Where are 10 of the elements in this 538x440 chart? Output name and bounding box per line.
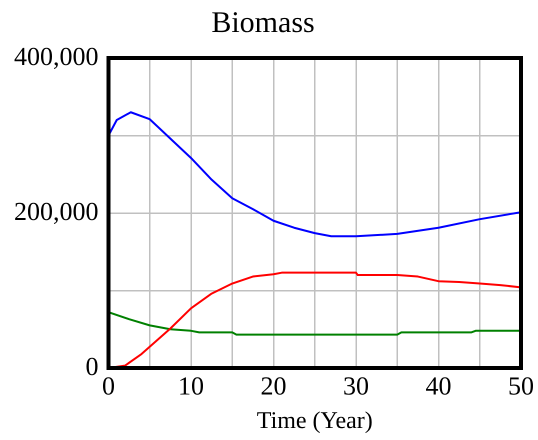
x-tick-label: 40 — [426, 371, 452, 400]
x-axis-title: Time (Year) — [256, 408, 373, 434]
chart-title: Biomass — [211, 6, 315, 39]
y-tick-label: 0 — [86, 352, 98, 381]
y-tick-label: 400,000 — [14, 42, 98, 71]
x-tick-label: 50 — [508, 371, 534, 400]
x-tick-label: 20 — [260, 371, 286, 400]
x-tick-label: 30 — [343, 371, 369, 400]
y-tick-label: 200,000 — [14, 196, 98, 226]
x-tick-label: 10 — [178, 371, 204, 400]
